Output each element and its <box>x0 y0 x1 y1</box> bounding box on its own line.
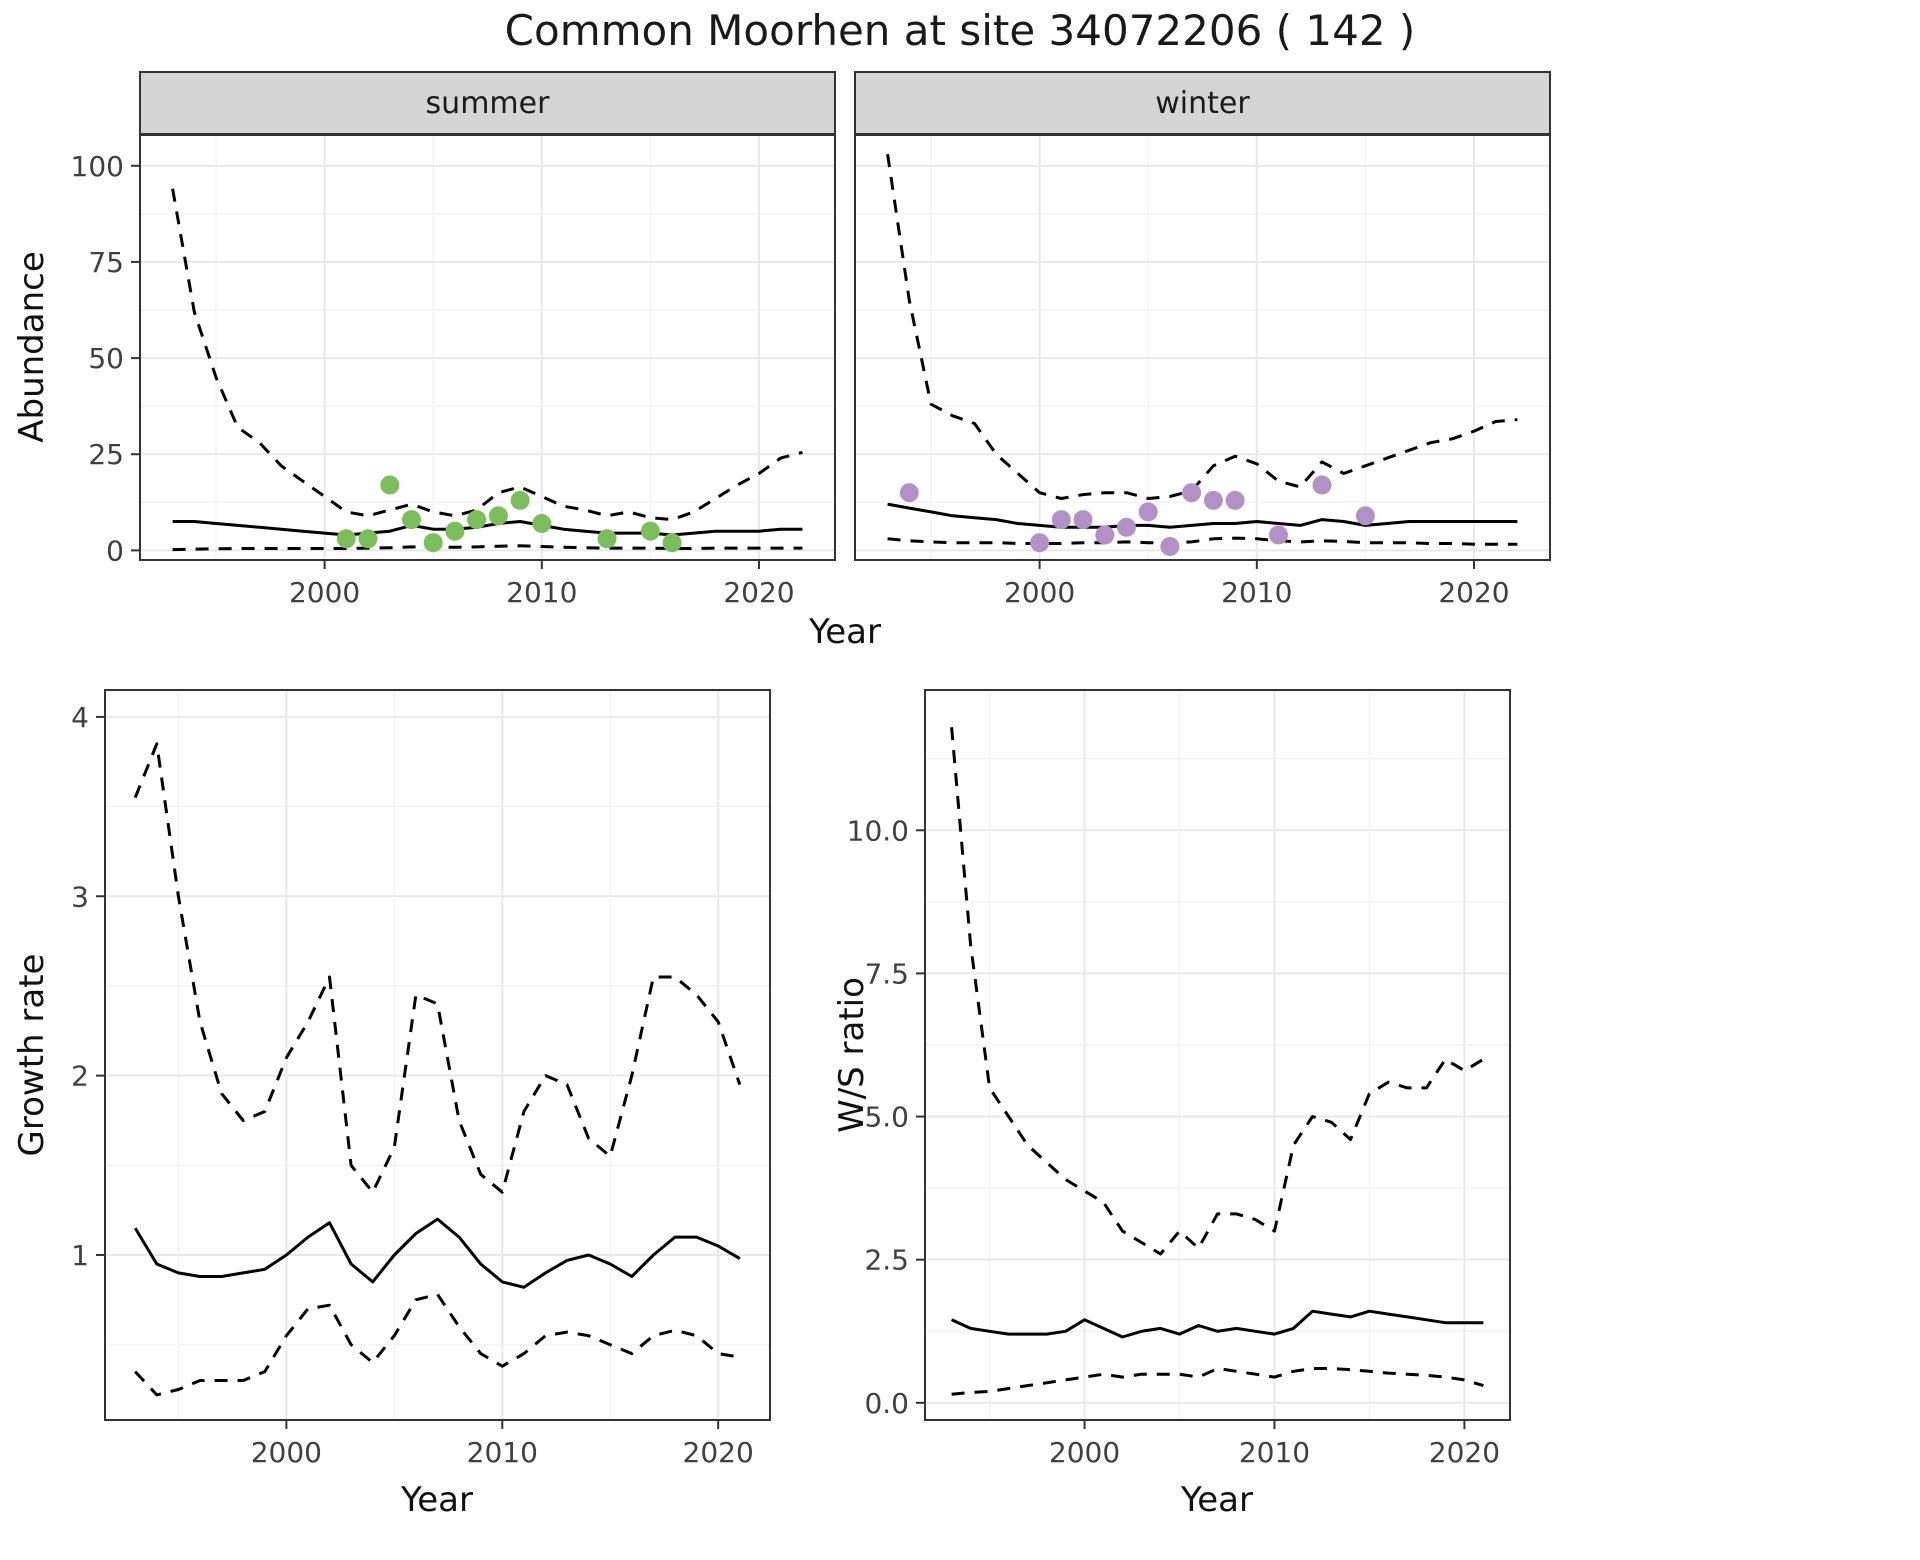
facet-strip-summer-label: summer <box>425 85 550 121</box>
summer-x-tick-label: 2010 <box>506 576 577 609</box>
summer-observed-point <box>510 490 530 510</box>
ws-lower-ci-line <box>951 1367 1484 1396</box>
growth-y-tick-label: 1 <box>71 1239 89 1272</box>
winter-observed-point <box>899 483 919 503</box>
growth-y-tick-label: 3 <box>71 880 89 913</box>
growth-y-tick-label: 4 <box>71 701 89 734</box>
growth-panel: 2000 2010 2020 1 2 3 4 <box>71 689 771 1469</box>
winter-estimate-line <box>887 502 1518 529</box>
summer-estimate-line <box>172 520 803 537</box>
growth-x-tick-label: 2020 <box>683 1436 754 1469</box>
ws-x-tick-label: 2000 <box>1049 1436 1120 1469</box>
summer-y-tick-label: 100 <box>71 150 124 183</box>
summer-observed-point <box>402 510 421 530</box>
ws-x-tick-label: 2020 <box>1429 1436 1500 1469</box>
winter-panel: 2000 2010 2020 <box>854 134 1551 609</box>
winter-observed-point <box>1138 502 1158 522</box>
winter-observed-point <box>1225 490 1245 510</box>
ws-estimate-line <box>950 1309 1484 1339</box>
summer-y-tick-label: 75 <box>88 246 124 279</box>
summer-lower-ci-line <box>172 544 803 552</box>
winter-x-tick-label: 2020 <box>1438 576 1509 609</box>
summer-observed-point <box>597 529 617 549</box>
x-axis-title-year-growth: Year <box>401 1480 473 1520</box>
winter-x-tick-label: 2010 <box>1221 576 1292 609</box>
summer-upper-ci-line <box>171 188 803 522</box>
summer-observed-point <box>532 514 552 533</box>
growth-x-tick-label: 2010 <box>467 1436 538 1469</box>
figure-title: Common Moorhen at site 34072206 ( 142 ) <box>504 6 1416 55</box>
summer-observed-point <box>467 510 487 530</box>
winter-observed-point <box>1160 537 1180 556</box>
y-axis-title-growth-rate: Growth rate <box>12 953 52 1157</box>
winter-observed-point <box>1030 533 1050 553</box>
summer-x-tick-label: 2020 <box>723 576 794 609</box>
winter-observed-point <box>1073 510 1093 530</box>
ws-y-tick-label: 10.0 <box>847 814 909 847</box>
summer-observed-point <box>662 533 682 553</box>
summer-observed-point <box>380 475 400 495</box>
ws-y-tick-label: 2.5 <box>864 1244 909 1277</box>
summer-panel: 2000 2010 2020 0 25 50 75 100 <box>71 134 836 609</box>
summer-observed-point <box>445 521 465 541</box>
winter-observed-point <box>1117 517 1136 537</box>
growth-upper-ci-line <box>133 742 742 1194</box>
summer-observed-point <box>336 529 356 549</box>
winter-observed-point <box>1312 475 1332 495</box>
summer-observed-point <box>640 521 660 541</box>
winter-observed-point <box>1355 506 1375 526</box>
ws-x-tick-label: 2010 <box>1239 1436 1310 1469</box>
y-axis-title-abundance: Abundance <box>12 251 52 443</box>
winter-observed-point <box>1051 510 1071 530</box>
facet-strip-winter-label: winter <box>1155 85 1250 121</box>
facet-strip-summer: summer <box>139 71 836 135</box>
ws-upper-ci-line <box>950 727 1485 1256</box>
summer-x-tick-label: 2000 <box>289 576 360 609</box>
summer-observed-point <box>358 529 378 549</box>
ws-y-tick-label: 5.0 <box>864 1101 909 1134</box>
winter-upper-ci-line <box>886 153 1518 500</box>
summer-observed-point <box>423 533 443 553</box>
winter-observed-point <box>1182 483 1202 503</box>
ws-y-tick-label: 0.0 <box>864 1387 909 1420</box>
growth-estimate-line <box>133 1217 741 1289</box>
summer-y-tick-label: 50 <box>88 342 124 375</box>
ws-panel: 2000 2010 2020 0.0 2.5 5.0 7.5 10.0 <box>847 689 1511 1469</box>
growth-x-tick-label: 2000 <box>251 1436 322 1469</box>
facet-strip-winter: winter <box>854 71 1551 135</box>
x-axis-title-year-ws: Year <box>1181 1480 1253 1520</box>
winter-observed-point <box>1269 525 1288 545</box>
winter-observed-point <box>1203 490 1223 510</box>
winter-x-tick-label: 2000 <box>1004 576 1075 609</box>
growth-y-tick-label: 2 <box>71 1060 89 1093</box>
winter-observed-point <box>1095 525 1115 545</box>
ws-y-tick-label: 7.5 <box>864 957 909 990</box>
x-axis-title-year-top: Year <box>809 612 881 652</box>
summer-observed-point <box>488 506 508 526</box>
summer-y-tick-label: 0 <box>106 534 124 567</box>
y-axis-title-ws-ratio: W/S ratio <box>832 977 872 1133</box>
summer-y-tick-label: 25 <box>88 438 124 471</box>
